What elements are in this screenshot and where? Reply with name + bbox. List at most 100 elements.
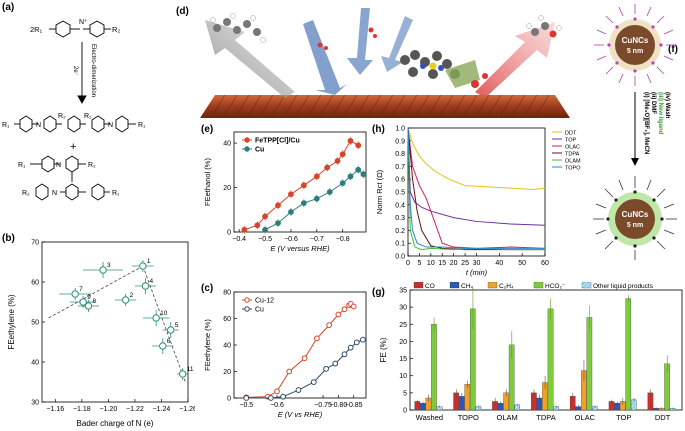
data-point xyxy=(310,379,317,385)
point-label: 3 xyxy=(107,262,111,269)
step-4: (iv) Wash xyxy=(664,92,670,119)
y-tick-label: 50 xyxy=(31,320,39,327)
point-label: 7 xyxy=(79,286,83,293)
bottom-nc-core: CuNCs xyxy=(622,210,649,219)
scheme-p1-n1: N xyxy=(36,122,41,129)
data-point xyxy=(341,306,348,313)
data-point xyxy=(178,370,187,378)
data-point xyxy=(295,387,302,393)
series-line xyxy=(407,127,545,251)
legend-label: Cu xyxy=(255,307,264,314)
point-label: 1 xyxy=(147,258,151,265)
reaction-scheme: 2R₁ N⁺ R₂ Electro-dimerization 2e⁻ R₁ N … xyxy=(2,19,146,201)
legend-label: HCO₂⁻ xyxy=(545,283,566,290)
x-axis-label: E (V vs RHE) xyxy=(278,410,323,419)
panel-label-g: (g) xyxy=(372,287,385,298)
data-point xyxy=(301,355,308,362)
scheme-r1-reactant: 2R₁ xyxy=(30,25,43,34)
step-2: (ii) DMF xyxy=(650,92,656,114)
y-tick-label: 5 xyxy=(403,390,407,397)
plot-frame xyxy=(41,241,189,403)
bar xyxy=(586,317,593,411)
y-tick-label: 0.3 xyxy=(395,215,405,222)
data-point xyxy=(275,220,281,227)
data-point xyxy=(275,202,281,209)
legend-marker xyxy=(244,306,250,312)
data-point xyxy=(167,326,175,334)
scheme-p2-r2a: R₂ xyxy=(88,162,96,169)
x-tick-label: −1.22 xyxy=(126,406,144,413)
y-tick-label: 20 xyxy=(223,185,231,192)
data-point xyxy=(360,171,367,178)
point-label: 9 xyxy=(87,294,91,301)
scheme-p1-n2: N xyxy=(108,122,113,129)
panel-label-c: (c) xyxy=(201,283,214,294)
bar xyxy=(547,308,554,411)
legend-label: Cu xyxy=(255,147,264,154)
legend-marker xyxy=(244,146,250,152)
point-label: 8 xyxy=(92,298,96,305)
category-label: TOP xyxy=(616,413,631,422)
y-tick-label: 25 xyxy=(399,322,407,329)
legend-swatch xyxy=(413,282,424,289)
y-tick-label: 15 xyxy=(399,356,407,363)
scheme-r2-reactant: R₂ xyxy=(112,25,120,34)
data-point xyxy=(335,311,342,318)
scheme-p2-n1: N xyxy=(56,162,61,169)
x-tick-label: 20 xyxy=(450,260,458,267)
x-tick-label: −1.18 xyxy=(73,406,91,413)
legend-label: CO xyxy=(425,283,435,290)
legend-swatch xyxy=(487,282,498,289)
x-tick-label: 40 xyxy=(495,260,503,267)
data-point xyxy=(353,339,360,346)
y-tick-label: 0.5 xyxy=(395,190,405,197)
y-tick-label: 40 xyxy=(31,360,39,367)
chart-g-fe-bars: 0 5 10 15 20 25 30 35 FE (%) Washed TOPO OLAM TDPA OL… xyxy=(379,282,683,422)
data-point xyxy=(79,298,87,306)
series-line xyxy=(407,127,546,249)
top-nc-size: 5 nm xyxy=(627,48,643,55)
x-tick-label: 30 xyxy=(473,260,481,267)
x-tick-label: −0.4 xyxy=(232,236,246,243)
x-tick-label: −0.85 xyxy=(345,402,363,409)
data-point xyxy=(159,342,167,350)
legend-marker xyxy=(244,297,250,303)
data-point xyxy=(254,222,261,229)
scheme-arrow-label: Electro-dimerization xyxy=(90,44,96,97)
bar xyxy=(464,384,471,411)
plot-frame xyxy=(233,131,367,233)
y-tick-label: 10 xyxy=(399,373,407,380)
x-tick-label: −1.16 xyxy=(46,406,64,413)
y-tick-label: 1.0 xyxy=(395,126,405,133)
y-tick-label: 0.9 xyxy=(395,138,405,145)
data-point xyxy=(300,200,307,207)
scheme-p2-n2: N xyxy=(52,190,57,197)
x-tick-label: −0.75 xyxy=(314,402,332,409)
legend-label: TDPA xyxy=(565,152,580,158)
ligand-exchange-scheme: CuNCs 5 nm (i) [Me₃O][BF₄], MeCN (ii) DM… xyxy=(593,4,677,260)
point-label: 6 xyxy=(167,338,171,345)
data-point xyxy=(243,395,250,401)
data-point xyxy=(339,180,346,187)
data-point xyxy=(262,213,268,220)
x-tick-label: −1.24 xyxy=(153,406,171,413)
series-line xyxy=(407,127,546,226)
y-axis-label: FEethanol (%) xyxy=(203,158,212,206)
plot-frame xyxy=(407,127,546,257)
data-point xyxy=(347,344,354,351)
chart-b-bader-charge: −1.16 −1.18 −1.20 −1.22 −1.24 −1.26 30 40 50 60 70… xyxy=(7,240,195,429)
step-3: (iii) New ligand xyxy=(657,92,663,135)
data-point xyxy=(355,142,362,149)
x-axis-label: Bader charge of N (e) xyxy=(77,419,154,428)
legend-swatch xyxy=(533,282,544,289)
legend-swatch xyxy=(449,282,460,289)
data-point xyxy=(286,368,293,375)
data-point xyxy=(332,360,339,367)
legend-label: OLAC xyxy=(565,145,580,151)
data-point xyxy=(326,322,333,329)
x-tick-label: −0.7 xyxy=(310,236,324,243)
bar xyxy=(625,298,632,411)
series-line xyxy=(407,127,545,251)
x-tick-label: 50 xyxy=(518,260,526,267)
panel-label-f: (f) xyxy=(668,44,678,55)
